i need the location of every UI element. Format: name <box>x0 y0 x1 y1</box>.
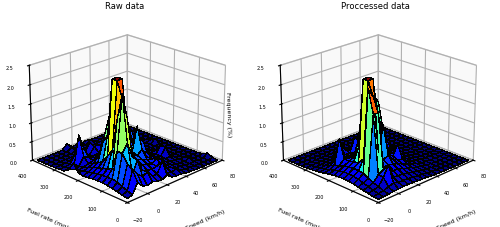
Title: Raw data: Raw data <box>105 2 144 11</box>
Y-axis label: Fuel rate (mg/s): Fuel rate (mg/s) <box>277 207 324 227</box>
X-axis label: Speed (km/h): Speed (km/h) <box>436 208 476 227</box>
X-axis label: Speed (km/h): Speed (km/h) <box>184 208 226 227</box>
Y-axis label: Fuel rate (mg/s): Fuel rate (mg/s) <box>26 207 74 227</box>
Title: Proccessed data: Proccessed data <box>341 2 410 11</box>
